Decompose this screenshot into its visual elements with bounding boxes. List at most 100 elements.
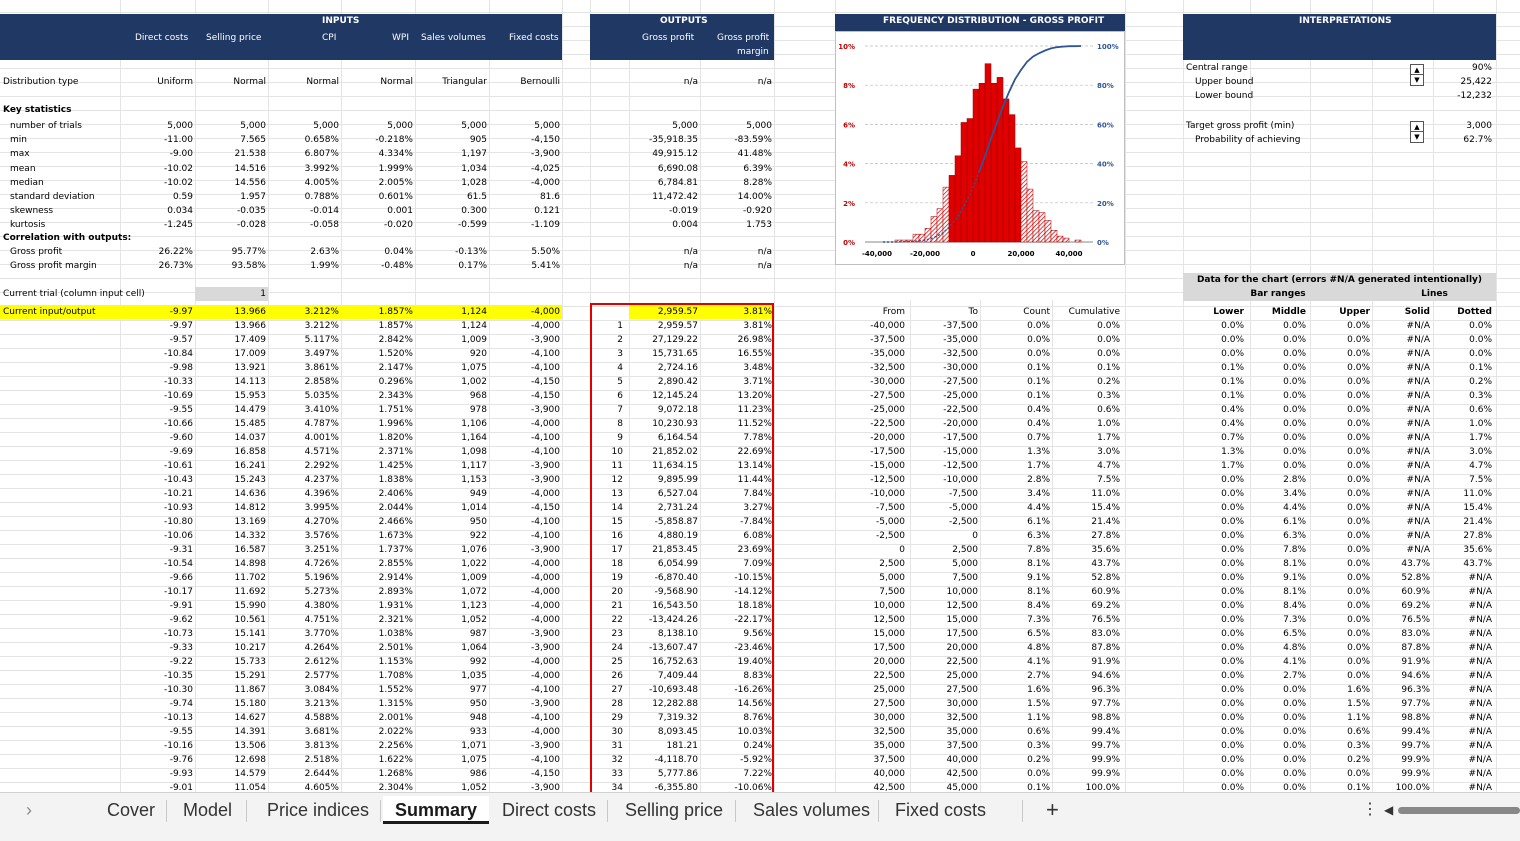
- trial-cell[interactable]: -9.22: [169, 657, 193, 667]
- trial-cell[interactable]: 15.180: [234, 699, 267, 709]
- tab-cover[interactable]: Cover: [107, 800, 156, 820]
- trial-cell[interactable]: 2.343%: [378, 391, 413, 401]
- trial-cell[interactable]: -10.84: [163, 349, 193, 359]
- trial-cell[interactable]: 2.044%: [378, 503, 413, 513]
- trial-cell[interactable]: 1.315%: [378, 699, 413, 709]
- trial-cell[interactable]: -4,100: [530, 433, 560, 443]
- trial-cell[interactable]: 2.292%: [304, 461, 339, 471]
- trial-cell[interactable]: 3.48%: [743, 363, 772, 373]
- trial-cell[interactable]: 11.692: [234, 587, 267, 597]
- trial-cell[interactable]: 6,527.04: [657, 489, 698, 499]
- trial-cell[interactable]: 14.479: [234, 405, 267, 415]
- trial-cell[interactable]: 1,098: [461, 447, 487, 457]
- trial-cell[interactable]: -9.97: [169, 321, 193, 331]
- trial-cell[interactable]: -5.92%: [740, 755, 772, 765]
- trial-cell[interactable]: -10.54: [163, 559, 193, 569]
- trial-cell[interactable]: -3,900: [530, 629, 560, 639]
- trial-cell[interactable]: -3,900: [530, 643, 560, 653]
- horizontal-scrollbar-thumb[interactable]: [1398, 807, 1520, 814]
- trial-cell[interactable]: 922: [469, 531, 487, 541]
- trial-cell[interactable]: -4,000: [530, 489, 560, 499]
- trial-cell[interactable]: 13.506: [234, 741, 267, 751]
- trial-cell[interactable]: 2.022%: [378, 727, 413, 737]
- tab-scroll-arrow-icon[interactable]: ›: [26, 800, 32, 820]
- trial-cell[interactable]: 2.855%: [378, 559, 413, 569]
- trial-cell[interactable]: 21,853.45: [652, 545, 698, 555]
- trial-cell[interactable]: -4,150: [530, 391, 560, 401]
- trial-cell[interactable]: 1.737%: [378, 545, 413, 555]
- tab-sales-volumes[interactable]: Sales volumes: [753, 800, 871, 820]
- trial-cell[interactable]: -4,000: [530, 559, 560, 569]
- trial-cell[interactable]: 4.605%: [304, 783, 339, 793]
- trial-cell[interactable]: 7.09%: [743, 559, 772, 569]
- central-range-spinner[interactable]: ▲ ▼: [1410, 64, 1424, 86]
- tab-price-indices[interactable]: Price indices: [267, 800, 370, 820]
- trial-cell[interactable]: -22.17%: [734, 615, 772, 625]
- trial-cell[interactable]: 2.501%: [378, 643, 413, 653]
- trial-cell[interactable]: 1,009: [461, 335, 487, 345]
- trial-cell[interactable]: 986: [469, 769, 487, 779]
- trial-cell[interactable]: 12,282.88: [652, 699, 698, 709]
- trial-cell[interactable]: 13.921: [234, 363, 267, 373]
- trial-cell[interactable]: 2.858%: [304, 377, 339, 387]
- trial-cell[interactable]: 12,145.24: [652, 391, 698, 401]
- trial-cell[interactable]: -10.35: [163, 671, 193, 681]
- trial-cell[interactable]: 1,124: [461, 321, 487, 331]
- trial-cell[interactable]: 3.813%: [304, 741, 339, 751]
- trial-cell[interactable]: -4,150: [530, 503, 560, 513]
- trial-cell[interactable]: -10.61: [163, 461, 193, 471]
- trial-cell[interactable]: -4,150: [530, 769, 560, 779]
- trial-cell[interactable]: 2.001%: [378, 713, 413, 723]
- tab-summary[interactable]: Summary: [383, 796, 490, 824]
- trial-cell[interactable]: 9.56%: [743, 629, 772, 639]
- trial-cell[interactable]: -3,900: [530, 699, 560, 709]
- trial-cell[interactable]: 1.520%: [378, 349, 413, 359]
- trial-cell[interactable]: 12.698: [234, 755, 267, 765]
- trial-cell[interactable]: 16.241: [234, 461, 267, 471]
- trial-cell[interactable]: -10.15%: [734, 573, 772, 583]
- trial-cell[interactable]: -9.01: [169, 783, 193, 793]
- trial-cell[interactable]: 14.898: [234, 559, 267, 569]
- trial-cell[interactable]: 8,093.45: [657, 727, 698, 737]
- trial-cell[interactable]: 11.702: [234, 573, 267, 583]
- trial-cell[interactable]: 18.18%: [737, 601, 772, 611]
- trial-cell[interactable]: 2.406%: [378, 489, 413, 499]
- trial-cell[interactable]: 1.838%: [378, 475, 413, 485]
- trial-cell[interactable]: -6,870.40: [654, 573, 698, 583]
- trial-cell[interactable]: 1,164: [461, 433, 487, 443]
- trial-cell[interactable]: 14.636: [234, 489, 267, 499]
- trial-cell[interactable]: 920: [469, 349, 487, 359]
- trial-cell[interactable]: 14.332: [234, 531, 267, 541]
- spin-up-icon[interactable]: ▲: [1411, 65, 1423, 75]
- trial-cell[interactable]: 3.251%: [304, 545, 339, 555]
- trial-cell[interactable]: 16,752.63: [652, 657, 698, 667]
- trial-cell[interactable]: 2,890.42: [657, 377, 698, 387]
- trial-cell[interactable]: -9.66: [169, 573, 193, 583]
- trial-cell[interactable]: 2.321%: [378, 615, 413, 625]
- trial-cell[interactable]: -4,100: [530, 713, 560, 723]
- trial-cell[interactable]: 950: [469, 699, 487, 709]
- trial-cell[interactable]: -9.91: [169, 601, 193, 611]
- trial-cell[interactable]: 11.054: [234, 783, 267, 793]
- trial-cell[interactable]: -6,355.80: [654, 783, 698, 793]
- trial-cell[interactable]: 3.81%: [743, 321, 772, 331]
- trial-cell[interactable]: 4.787%: [304, 419, 339, 429]
- trial-cell[interactable]: 4.751%: [304, 615, 339, 625]
- trial-cell[interactable]: 15.243: [234, 475, 267, 485]
- trial-cell[interactable]: -9.55: [169, 405, 193, 415]
- trial-cell[interactable]: 4.237%: [304, 475, 339, 485]
- trial-cell[interactable]: 3.27%: [743, 503, 772, 513]
- trial-cell[interactable]: 949: [469, 489, 487, 499]
- trial-cell[interactable]: 4.264%: [304, 643, 339, 653]
- trial-cell[interactable]: 15.990: [234, 601, 267, 611]
- trial-cell[interactable]: 15.953: [234, 391, 267, 401]
- trial-cell[interactable]: -10.13: [163, 713, 193, 723]
- add-sheet-button[interactable]: +: [1046, 797, 1059, 822]
- trial-cell[interactable]: 10.561: [234, 615, 267, 625]
- trial-cell[interactable]: -13,424.26: [648, 615, 698, 625]
- trial-cell[interactable]: 2.466%: [378, 517, 413, 527]
- trial-cell[interactable]: 5.273%: [304, 587, 339, 597]
- trial-cell[interactable]: -9,568.90: [654, 587, 698, 597]
- trial-cell[interactable]: -9.74: [169, 699, 193, 709]
- trial-cell[interactable]: 6,164.54: [657, 433, 698, 443]
